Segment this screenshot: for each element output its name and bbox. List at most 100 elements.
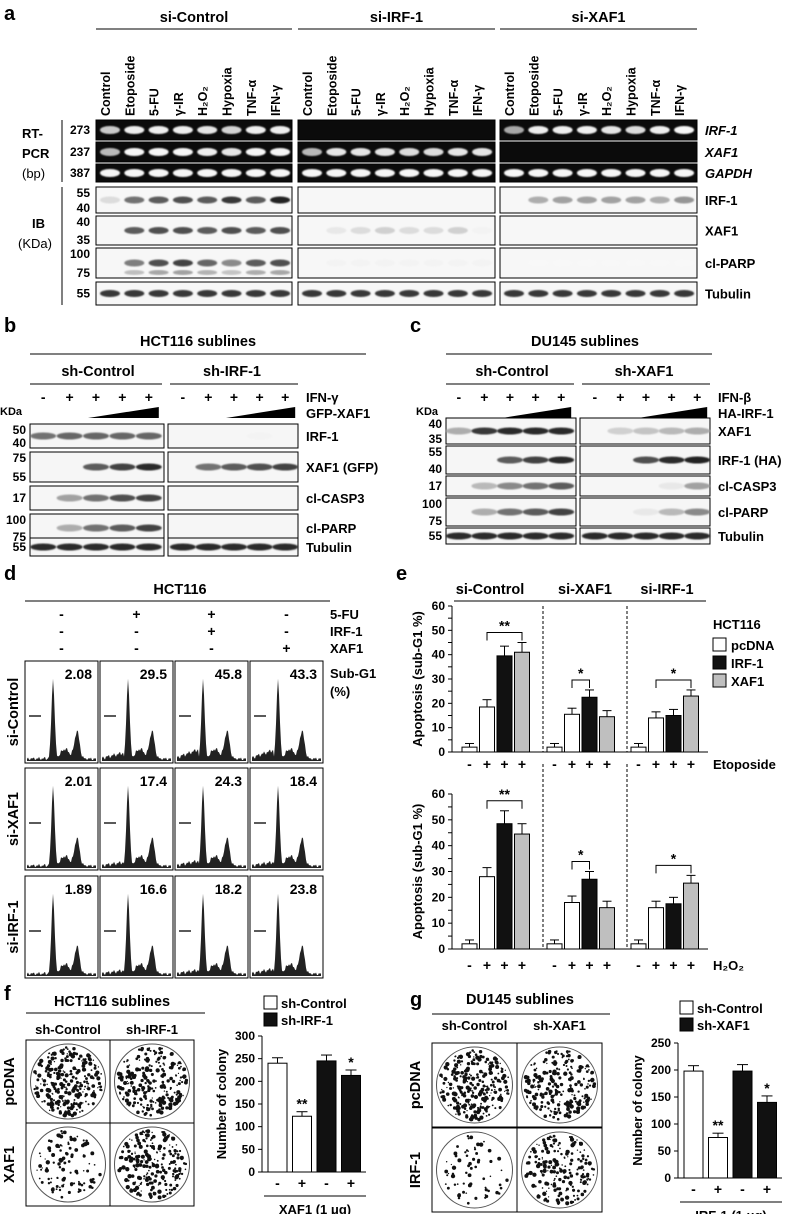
bar	[599, 716, 615, 753]
wb-band	[423, 227, 444, 234]
colony	[93, 1163, 96, 1166]
colony	[69, 1072, 73, 1076]
wb-band	[221, 259, 242, 267]
colony	[466, 1201, 470, 1205]
wb-band	[552, 196, 573, 204]
wb-band	[30, 543, 57, 551]
colony	[481, 1080, 485, 1084]
y-tick: 10	[432, 916, 446, 930]
colony	[143, 1131, 146, 1134]
colony	[143, 1177, 145, 1180]
wb-band	[221, 543, 247, 551]
histogram-frame	[174, 660, 249, 764]
row-label-2: cl-CASP3	[718, 479, 777, 494]
colony	[467, 1173, 472, 1178]
colony	[135, 1089, 138, 1093]
colony	[485, 1091, 489, 1094]
legend-label-1: sh-XAF1	[697, 1018, 750, 1033]
colony	[139, 1098, 143, 1102]
colony	[153, 1179, 157, 1183]
bar	[461, 746, 478, 753]
colony	[552, 1062, 555, 1066]
colony	[158, 1110, 162, 1114]
colony	[535, 1074, 538, 1077]
group-label-2: si-IRF-1	[640, 582, 693, 598]
colony	[554, 1092, 558, 1096]
colony	[167, 1166, 171, 1170]
colony	[477, 1117, 481, 1122]
colony	[41, 1100, 43, 1103]
pcr-band	[447, 148, 468, 156]
wb-band	[56, 524, 83, 532]
colony	[468, 1161, 472, 1166]
colony	[470, 1094, 475, 1098]
colony	[50, 1063, 52, 1066]
colony	[536, 1143, 538, 1146]
pcr-band	[374, 148, 395, 156]
wb-band	[633, 508, 659, 516]
bar	[564, 713, 580, 753]
sign: +	[714, 1181, 722, 1197]
colony	[145, 1133, 150, 1138]
blot-strip	[499, 163, 698, 183]
colony	[184, 1168, 187, 1171]
pcr-band	[576, 169, 597, 177]
colony	[554, 1050, 558, 1055]
colony	[117, 1076, 121, 1080]
colony	[476, 1062, 480, 1066]
y-tick: 60	[432, 599, 446, 613]
colony	[75, 1080, 79, 1085]
sign: +	[603, 756, 611, 772]
colony	[467, 1054, 472, 1059]
colony	[450, 1173, 456, 1179]
colony	[542, 1140, 547, 1145]
colony	[498, 1095, 503, 1099]
colony	[476, 1076, 480, 1079]
colony	[458, 1110, 461, 1112]
sign: -	[324, 1175, 329, 1191]
colony	[449, 1103, 452, 1107]
pcr-band	[504, 126, 524, 134]
colony	[94, 1072, 98, 1077]
wb-band	[272, 543, 299, 551]
colony	[576, 1139, 578, 1141]
colony	[587, 1065, 590, 1068]
colony	[565, 1187, 569, 1191]
colony	[59, 1081, 64, 1087]
wb-band	[601, 290, 622, 297]
colony	[127, 1173, 132, 1179]
colony	[171, 1108, 173, 1110]
colony	[157, 1195, 162, 1200]
colony	[64, 1090, 68, 1095]
colony	[86, 1086, 91, 1091]
sign: +	[66, 389, 74, 405]
colony	[47, 1071, 50, 1075]
colony	[568, 1110, 572, 1114]
colony	[119, 1092, 122, 1095]
colony	[82, 1169, 85, 1172]
group-label-0: si-Control	[160, 10, 228, 26]
colony	[566, 1176, 570, 1180]
colony	[63, 1183, 65, 1186]
sign: +	[298, 1175, 306, 1191]
colony	[135, 1067, 140, 1072]
colony	[486, 1085, 489, 1088]
colony	[169, 1076, 173, 1081]
colony	[80, 1184, 83, 1186]
lane-label: TNF-α	[649, 80, 663, 116]
colony	[39, 1155, 42, 1158]
colony	[541, 1095, 545, 1099]
sign: -	[456, 389, 461, 405]
colony	[587, 1161, 592, 1166]
wb-band	[548, 508, 575, 516]
colony	[60, 1195, 64, 1199]
colony	[578, 1141, 584, 1146]
colony	[473, 1056, 475, 1058]
colony	[66, 1059, 70, 1062]
colony	[467, 1098, 470, 1101]
colony	[543, 1143, 548, 1148]
colony	[490, 1092, 492, 1094]
colony	[558, 1167, 561, 1170]
y-axis-label: Number of colony	[214, 1048, 229, 1159]
colony	[161, 1168, 166, 1173]
